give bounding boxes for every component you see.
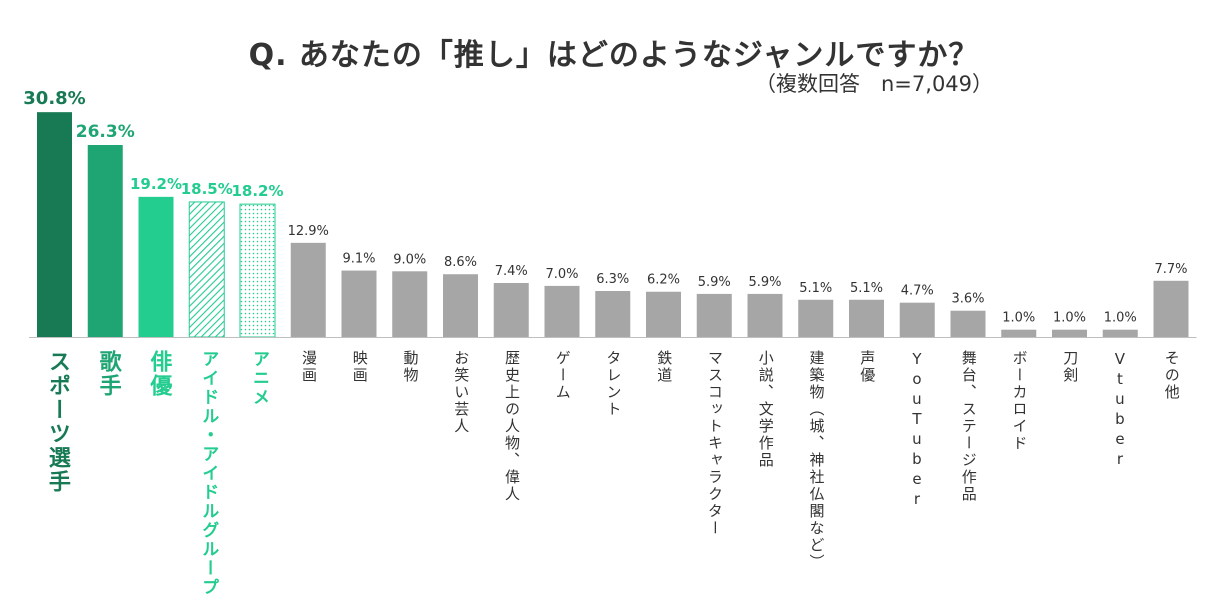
category-label-17: 声優 [858, 350, 877, 384]
category-label-8: 動物 [401, 350, 420, 384]
category-label-6: 漫画 [299, 350, 318, 384]
category-label-3: 俳優 [146, 350, 172, 398]
value-label-11: 7.0% [545, 267, 578, 282]
value-label-2: 26.3% [76, 122, 135, 142]
bar-11 [544, 285, 580, 337]
bar-5 [239, 203, 276, 338]
category-label-13: 鉄道 [655, 350, 674, 384]
category-label-16: 建築物（城、神社仏閣など） [807, 350, 826, 571]
value-label-19: 3.6% [951, 292, 984, 307]
value-label-3: 19.2% [130, 175, 182, 193]
bar-20 [1001, 329, 1037, 337]
bar-23 [1153, 280, 1189, 337]
bar-8 [392, 271, 428, 337]
bar-9 [443, 274, 478, 337]
category-label-11: ゲーム [553, 350, 572, 401]
value-label-13: 6.2% [647, 273, 680, 288]
category-label-9: お笑い芸人 [452, 350, 471, 435]
category-label-7: 映画 [350, 350, 369, 384]
category-label-4: アイドル・アイドルグループ [198, 350, 219, 597]
bar-19 [950, 310, 986, 337]
category-label-22: Vtuber [1110, 350, 1129, 470]
bar-14 [696, 293, 732, 337]
value-label-14: 5.9% [698, 275, 731, 290]
bar-16 [798, 299, 834, 337]
value-label-21: 1.0% [1053, 311, 1086, 326]
value-label-9: 8.6% [444, 255, 477, 270]
category-label-18: YouTuber [907, 350, 926, 510]
value-label-12: 6.3% [596, 272, 629, 287]
value-label-1: 30.8% [23, 88, 85, 109]
bar-10 [493, 282, 529, 337]
bar-3 [138, 196, 174, 337]
value-label-5: 18.2% [231, 182, 283, 200]
bar-1 [37, 112, 72, 337]
category-label-12: タレント [604, 350, 623, 418]
bar-7 [341, 270, 377, 337]
chart-subtitle: （複数回答 n=7,049） [755, 72, 994, 96]
category-label-15: 小説、文学作品 [756, 350, 775, 469]
bar-15 [747, 293, 783, 337]
chart-title: Q. あなたの「推し」はどのようなジャンルですか？ [248, 38, 980, 73]
value-label-23: 7.7% [1154, 262, 1187, 277]
value-label-6: 12.9% [288, 224, 329, 239]
value-label-8: 9.0% [393, 252, 426, 267]
value-label-10: 7.4% [495, 264, 528, 279]
bar-22 [1102, 329, 1138, 337]
bar-2 [87, 145, 123, 337]
value-label-4: 18.5% [181, 180, 233, 198]
value-label-17: 5.1% [850, 281, 883, 296]
bar-17 [849, 299, 884, 337]
value-label-18: 4.7% [901, 284, 934, 299]
bar-12 [595, 291, 631, 337]
category-label-14: マスコットキャラクター [705, 350, 724, 537]
category-label-10: 歴史上の人物、偉人 [502, 350, 521, 503]
value-label-22: 1.0% [1104, 311, 1137, 326]
bar-21 [1052, 329, 1087, 337]
category-label-21: 刀剣 [1061, 350, 1080, 384]
category-label-2: 歌手 [95, 350, 121, 398]
bar-4 [188, 201, 225, 338]
category-label-23: その他 [1162, 350, 1181, 401]
value-label-20: 1.0% [1002, 311, 1035, 326]
category-label-5: アニメ [248, 350, 269, 407]
category-label-1: スポーツ選手 [44, 350, 70, 494]
bar-6 [290, 242, 326, 337]
value-label-15: 5.9% [748, 275, 781, 290]
category-label-19: 舞台、ステージ作品 [959, 350, 978, 503]
value-label-16: 5.1% [799, 281, 832, 296]
value-label-7: 9.1% [342, 252, 375, 267]
category-label-20: ボーカロイド [1010, 350, 1029, 452]
bar-18 [899, 302, 935, 337]
bar-13 [646, 291, 681, 337]
